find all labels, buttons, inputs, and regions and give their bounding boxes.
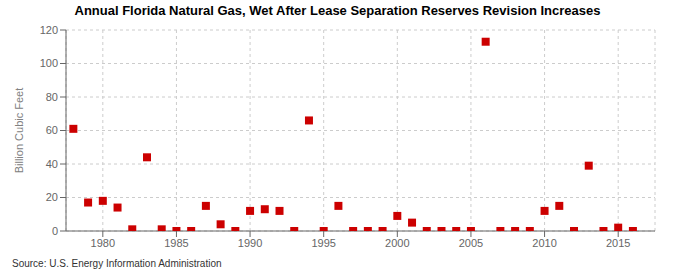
svg-text:0: 0 [52,225,58,237]
svg-text:2015: 2015 [606,237,630,249]
svg-text:Billion Cubic Feet: Billion Cubic Feet [13,88,25,174]
svg-text:40: 40 [46,158,58,170]
svg-text:80: 80 [46,91,58,103]
svg-text:2000: 2000 [385,237,409,249]
svg-text:120: 120 [40,24,58,36]
svg-text:2010: 2010 [532,237,556,249]
html-text:Source: U.S. Energy Informatio: Source: U.S. Energy Information Administ… [12,258,222,269]
svg-text:20: 20 [46,191,58,203]
svg-text:1980: 1980 [91,237,115,249]
svg-text:60: 60 [46,124,58,136]
svg-text:2005: 2005 [459,237,483,249]
svg-text:1990: 1990 [238,237,262,249]
html-text:Annual Florida Natural Gas, We: Annual Florida Natural Gas, Wet After Le… [74,3,601,18]
svg-text:1985: 1985 [164,237,188,249]
svg-text:1995: 1995 [311,237,335,249]
svg-text:100: 100 [40,57,58,69]
